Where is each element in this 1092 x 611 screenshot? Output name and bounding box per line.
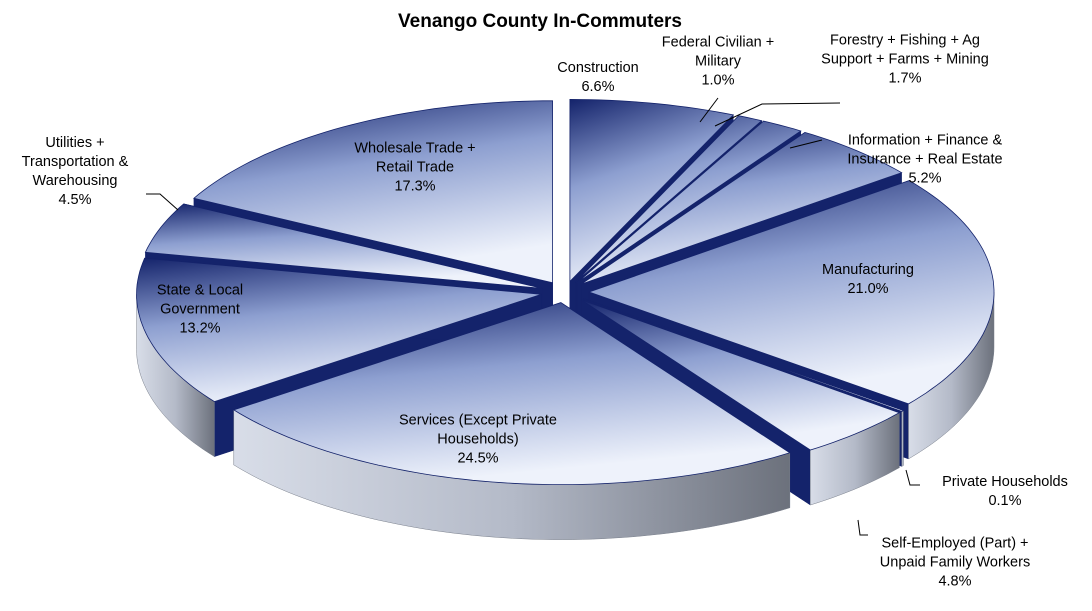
slice-label: Wholesale Trade + Retail Trade 17.3% bbox=[343, 140, 488, 197]
slice-label: Construction 6.6% bbox=[538, 59, 658, 97]
value-label: 0.1% bbox=[988, 493, 1022, 509]
slice-label: Self-Employed (Part) + Unpaid Family Wor… bbox=[868, 535, 1043, 592]
value-label: 4.8% bbox=[938, 573, 972, 590]
leader-line bbox=[699, 97, 719, 123]
slice bbox=[587, 180, 995, 405]
slice bbox=[569, 98, 735, 283]
value-label: 24.5% bbox=[457, 450, 499, 467]
category-label: Self-Employed (Part) + Unpaid Family Wor… bbox=[879, 535, 1031, 571]
value-label: 4.5% bbox=[58, 192, 92, 208]
slice-label: Utilities + Transportation & Warehousing… bbox=[10, 134, 140, 210]
value-label: 1.0% bbox=[701, 72, 735, 89]
slice bbox=[193, 100, 553, 284]
category-label: Utilities + Transportation & Warehousing bbox=[21, 135, 129, 189]
slice bbox=[144, 203, 543, 289]
value-label: 6.6% bbox=[581, 79, 615, 95]
value-label: 1.7% bbox=[888, 70, 922, 87]
leader-line bbox=[857, 519, 868, 536]
category-label: Wholesale Trade + Retail Trade bbox=[354, 140, 476, 176]
value-label: 5.2% bbox=[908, 170, 942, 187]
category-label: State & Local Government bbox=[156, 282, 244, 318]
slice bbox=[581, 131, 903, 285]
slice-label: Private Households 0.1% bbox=[915, 473, 1092, 511]
slice-label: State & Local Government 13.2% bbox=[143, 282, 258, 339]
value-label: 21.0% bbox=[847, 281, 889, 297]
category-label: Construction bbox=[557, 60, 639, 76]
leader-line bbox=[146, 193, 179, 211]
slice-label: Manufacturing 21.0% bbox=[803, 261, 933, 299]
category-label: Services (Except Private Households) bbox=[399, 412, 557, 448]
value-label: 13.2% bbox=[179, 320, 221, 337]
category-label: Federal Civilian + Military bbox=[661, 34, 775, 70]
slice bbox=[581, 299, 901, 451]
leader-line bbox=[905, 469, 920, 486]
slice bbox=[583, 298, 905, 412]
slice-label: Federal Civilian + Military 1.0% bbox=[653, 34, 783, 91]
slice bbox=[575, 115, 763, 283]
slice-label: Forestry + Fishing + Ag Support + Farms … bbox=[815, 32, 995, 89]
category-label: Forestry + Fishing + Ag Support + Farms … bbox=[821, 32, 989, 68]
value-label: 17.3% bbox=[394, 178, 436, 195]
slice-label: Information + Finance & Insurance + Real… bbox=[838, 132, 1013, 189]
category-label: Private Households bbox=[942, 474, 1068, 490]
slice bbox=[576, 120, 802, 284]
slice bbox=[136, 257, 542, 403]
category-label: Information + Finance & Insurance + Real… bbox=[847, 132, 1003, 168]
slice bbox=[232, 302, 791, 485]
leader-line bbox=[714, 102, 841, 127]
leader-line bbox=[789, 139, 823, 149]
category-label: Manufacturing bbox=[822, 262, 914, 278]
chart-title: Venango County In-Commuters bbox=[398, 11, 682, 32]
slice-wall bbox=[901, 410, 904, 467]
slice-label: Services (Except Private Households) 24.5… bbox=[383, 412, 573, 469]
